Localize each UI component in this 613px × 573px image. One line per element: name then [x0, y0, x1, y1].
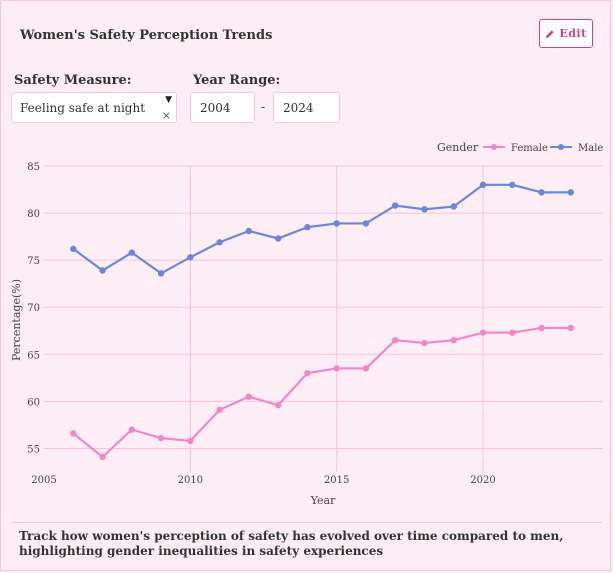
male-data-point [128, 249, 136, 256]
chevron-down-icon[interactable]: ▼ [165, 95, 172, 105]
chart-description: Track how women's perception of safety h… [19, 529, 564, 558]
y-axis-label: Percentage(%) [10, 279, 23, 361]
male-data-point [392, 202, 399, 209]
y-tick-label: 55 [27, 444, 40, 455]
female-data-point [304, 369, 311, 377]
female-data-point [479, 329, 487, 336]
x-tick-label: 2010 [178, 475, 203, 486]
male-series-line [72, 183, 571, 275]
edit-button-label: Edit [559, 27, 587, 40]
safety-measure-select[interactable]: Feeling safe at night ▼ × [11, 92, 177, 123]
female-data-point [333, 365, 340, 372]
year-range-label: Year Range: [193, 73, 281, 88]
female-data-point [216, 406, 223, 414]
female-data-point [450, 336, 457, 344]
male-data-point [157, 270, 165, 277]
male-data-point [99, 267, 106, 274]
chart-legend: Gender Female Male [437, 141, 603, 154]
y-tick-label: 75 [27, 256, 40, 267]
x-tick-label: 2005 [31, 475, 56, 486]
male-data-point [304, 224, 311, 231]
female-data-point [274, 401, 282, 409]
male-legend-marker [558, 144, 564, 150]
footer-divider [12, 522, 602, 523]
chart-series [70, 181, 575, 461]
female-data-point [128, 426, 136, 433]
female-data-point [538, 324, 545, 332]
male-legend-label: Male [578, 143, 603, 154]
female-data-point [421, 339, 428, 347]
female-data-point [157, 434, 165, 442]
male-data-point [216, 239, 223, 246]
female-data-point [567, 324, 575, 332]
female-data-point [187, 437, 194, 445]
female-legend-label: Female [511, 143, 548, 154]
male-data-point [538, 189, 545, 196]
edit-button[interactable]: Edit [539, 19, 593, 48]
female-data-point [245, 393, 253, 400]
male-data-point [187, 254, 194, 261]
y-tick-label: 80 [27, 209, 40, 220]
x-tick-label: 2015 [324, 475, 349, 486]
male-data-point [333, 220, 340, 227]
page-title: Women's Safety Perception Trends [20, 28, 273, 43]
y-tick-label: 85 [27, 162, 40, 173]
y-tick-label: 65 [27, 350, 40, 361]
female-data-point [70, 430, 77, 437]
male-data-point [274, 235, 282, 242]
male-data-point [479, 181, 487, 189]
male-data-point [421, 206, 428, 213]
female-data-point [99, 453, 106, 461]
female-legend-marker [491, 144, 497, 150]
year-from-input[interactable]: 2004 [190, 92, 255, 123]
female-data-point [509, 329, 516, 336]
pencil-icon [546, 29, 554, 38]
x-axis-label: Year [310, 494, 336, 507]
male-data-point [245, 227, 253, 235]
legend-title: Gender [437, 141, 479, 154]
clear-icon[interactable]: × [161, 109, 171, 122]
year-to-input[interactable]: 2024 [273, 92, 340, 123]
male-data-point [362, 220, 370, 227]
safety-measure-value: Feeling safe at night [20, 101, 146, 115]
y-tick-label: 70 [27, 303, 40, 314]
chart-grid [44, 165, 603, 472]
female-data-point [362, 365, 370, 372]
male-data-point [567, 189, 575, 196]
chart-axes: 55 60 65 70 75 80 85 2005 2010 2015 2020 [27, 162, 495, 486]
female-data-point [392, 336, 399, 344]
x-tick-label: 2020 [470, 475, 495, 486]
male-data-point [450, 203, 457, 210]
female-series-line [72, 326, 571, 459]
y-tick-label: 60 [27, 397, 40, 408]
range-separator: - [261, 100, 266, 114]
measure-label: Safety Measure: [14, 73, 132, 88]
male-data-point [509, 181, 516, 189]
line-chart: 55 60 65 70 75 80 85 2005 2010 2015 2020 Gender Fem… [10, 141, 603, 507]
male-data-point [70, 245, 77, 253]
